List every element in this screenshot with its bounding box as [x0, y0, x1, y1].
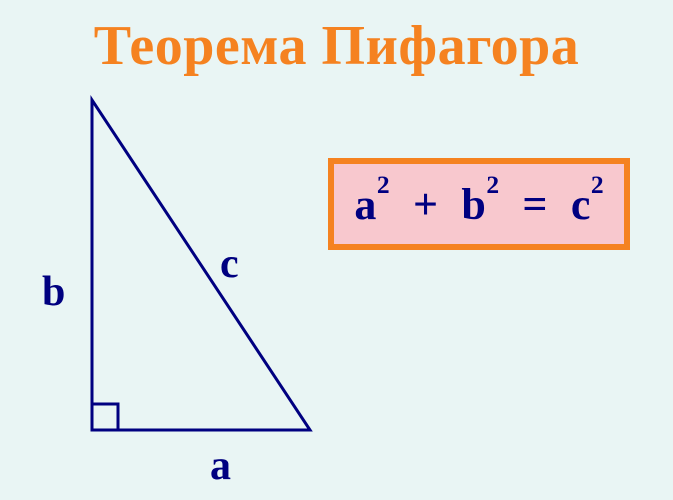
triangle-polygon [92, 100, 310, 430]
c-exponent: 2 [591, 170, 604, 200]
b-exponent: 2 [486, 170, 499, 200]
term-c: c2 [571, 179, 604, 230]
term-a: a2 [354, 179, 389, 230]
c-base: c [571, 179, 591, 230]
b-base: b [461, 179, 485, 230]
side-label-b: b [42, 268, 65, 316]
plus-operator: + [413, 179, 438, 230]
formula: a2 + b2 = c2 [354, 179, 603, 230]
a-base: a [354, 179, 376, 230]
equals-operator: = [522, 179, 547, 230]
a-exponent: 2 [377, 170, 390, 200]
formula-box: a2 + b2 = c2 [328, 158, 630, 250]
term-b: b2 [461, 179, 499, 230]
side-label-c: c [220, 240, 239, 288]
right-triangle [0, 0, 673, 500]
side-label-a: a [210, 442, 231, 490]
right-angle-marker [92, 404, 118, 430]
diagram-stage: Теорема Пифагора a b c a2 + b2 = c2 [0, 0, 673, 500]
